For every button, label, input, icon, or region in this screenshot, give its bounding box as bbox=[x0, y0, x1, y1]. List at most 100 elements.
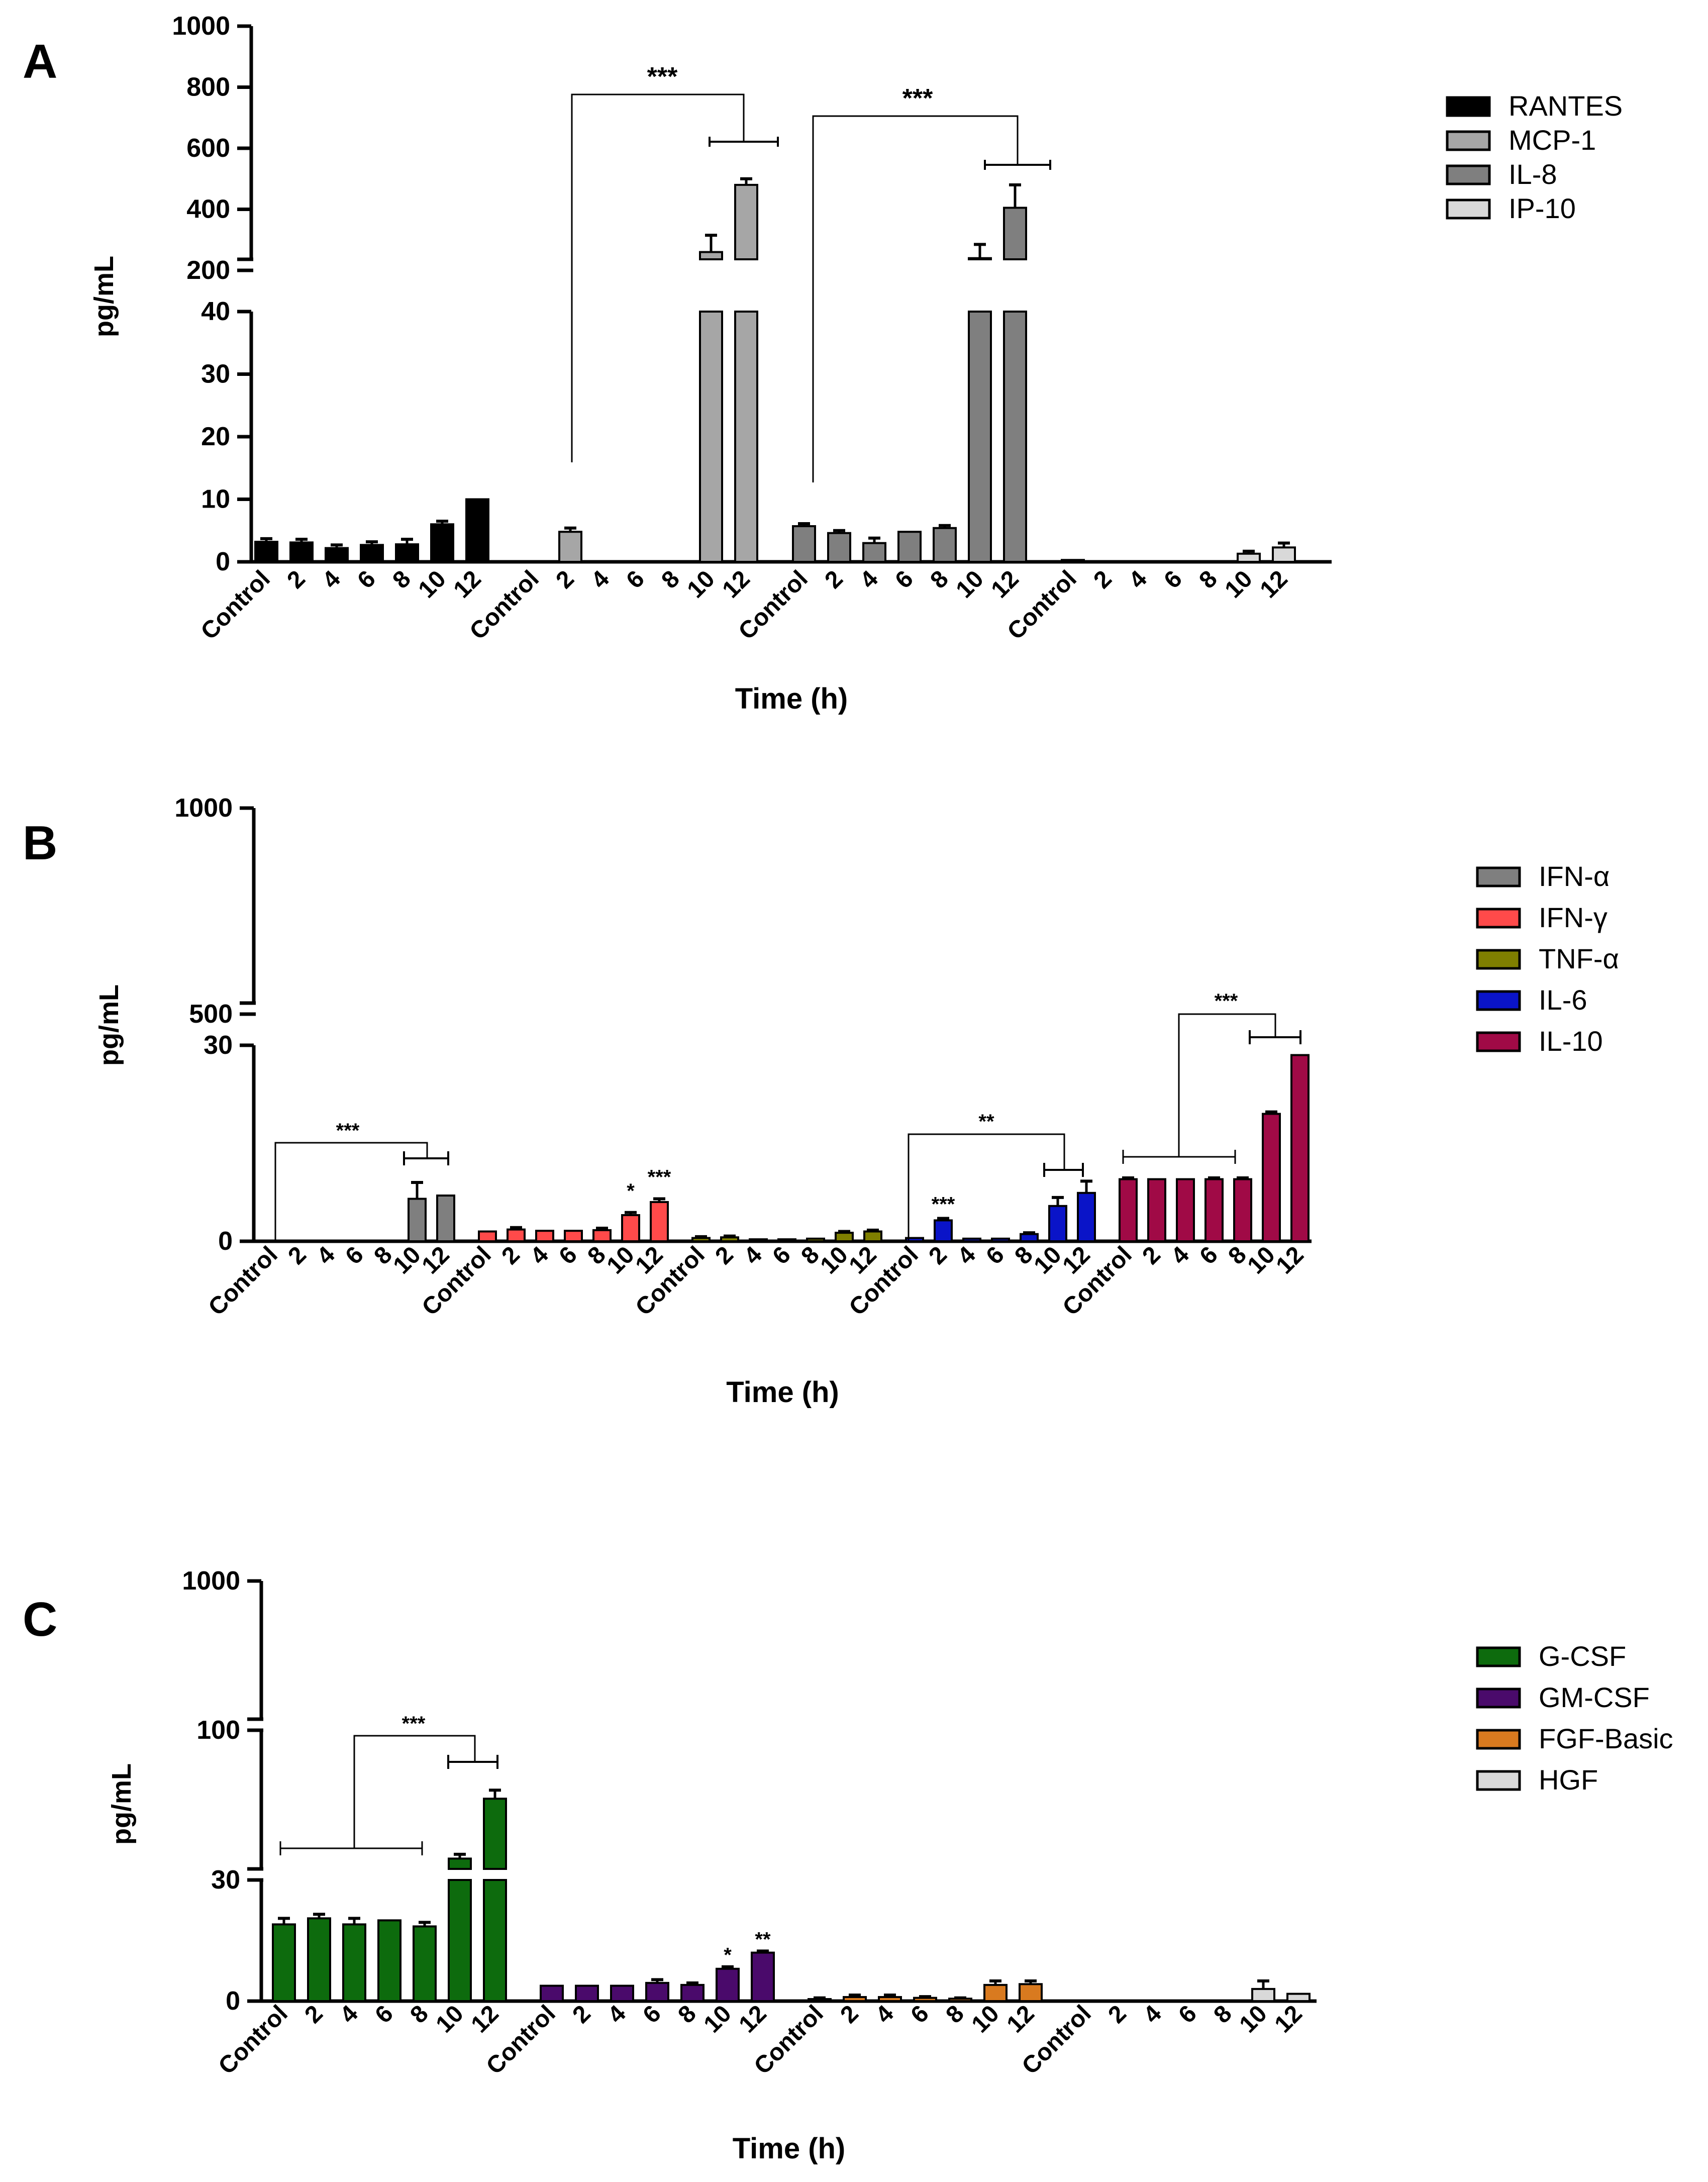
bar-ifn-control bbox=[478, 1230, 497, 1242]
bar-il-6-8 bbox=[1020, 1233, 1039, 1242]
significance-bracket bbox=[908, 1133, 1065, 1241]
x-tick-label: 4 bbox=[586, 565, 615, 594]
bar-g-csf-control bbox=[272, 1923, 296, 2003]
significance-label: *** bbox=[902, 84, 933, 113]
panel-letter: A bbox=[23, 35, 57, 88]
legend-swatch-rantes bbox=[1446, 96, 1491, 117]
bar-gm-csf-12 bbox=[751, 1951, 775, 2003]
legend-swatch-hgf bbox=[1476, 1770, 1521, 1791]
x-tick-label: 4 bbox=[312, 1241, 340, 1270]
y-tick-label: 400 bbox=[186, 195, 230, 224]
significance-label: *** bbox=[647, 62, 678, 91]
significance-label: ** bbox=[978, 1111, 994, 1133]
bar-rantes-6 bbox=[360, 544, 384, 563]
y-tick-label: 1000 bbox=[182, 1566, 240, 1596]
bar-mcp-1-12 bbox=[734, 183, 758, 260]
bar-mcp-1-2 bbox=[558, 531, 582, 563]
bar-tnf-control bbox=[691, 1237, 711, 1242]
x-tick-label: 2 bbox=[496, 1241, 525, 1269]
x-tick-label: 4 bbox=[525, 1241, 554, 1270]
bar-mcp-1-10 bbox=[699, 251, 723, 260]
bar-ifn-10 bbox=[621, 1214, 640, 1242]
bar-g-csf-10 bbox=[448, 1857, 472, 1870]
bar-g-csf-10 bbox=[448, 1879, 472, 2002]
bar-il-10-control bbox=[1119, 1178, 1138, 1242]
x-tick-label: 8 bbox=[387, 565, 416, 593]
bar-fgf-basic-control bbox=[808, 1998, 832, 2003]
bar-rantes-control bbox=[254, 541, 278, 563]
legend-label-gm-csf: GM-CSF bbox=[1539, 1681, 1650, 1713]
bar-ifn-4 bbox=[535, 1230, 554, 1242]
x-tick-label: Control bbox=[196, 565, 275, 645]
x-tick-label: 6 bbox=[981, 1241, 1009, 1269]
bar-mcp-1-12 bbox=[734, 311, 758, 563]
bar-il-6-6 bbox=[991, 1237, 1010, 1243]
x-tick-label: 12 bbox=[1270, 2000, 1308, 2038]
x-tick-label: 6 bbox=[370, 2000, 398, 2028]
x-tick-label: 6 bbox=[767, 1241, 795, 1269]
legend-swatch-fgf-basic bbox=[1476, 1729, 1521, 1750]
x-tick-label: 6 bbox=[621, 565, 649, 593]
y-tick-label: 30 bbox=[201, 360, 230, 389]
legend-label-il-10: IL-10 bbox=[1539, 1025, 1603, 1057]
bar-tnf-4 bbox=[749, 1238, 768, 1243]
x-tick-label: 4 bbox=[335, 2000, 363, 2029]
bar-g-csf-12 bbox=[483, 1879, 507, 2002]
legend-label-hgf: HGF bbox=[1539, 1764, 1598, 1796]
x-tick-label: 4 bbox=[317, 565, 346, 594]
x-tick-label: 8 bbox=[1209, 2000, 1237, 2028]
x-tick-label: 6 bbox=[906, 2000, 934, 2028]
x-tick-label: 10 bbox=[967, 2000, 1004, 2038]
x-tick-label: 8 bbox=[925, 565, 953, 593]
x-tick-label: 4 bbox=[952, 1241, 981, 1270]
x-tick-label: 6 bbox=[554, 1241, 582, 1269]
bar-hgf-12 bbox=[1286, 1993, 1311, 2003]
x-tick-label: 6 bbox=[1194, 1241, 1223, 1269]
y-tick-label: 10 bbox=[201, 485, 230, 514]
x-tick-label: 2 bbox=[1088, 565, 1117, 593]
bar-ifn-8 bbox=[592, 1229, 612, 1242]
x-tick-label: 12 bbox=[734, 2000, 772, 2038]
y-tick-label: 200 bbox=[186, 256, 230, 285]
bar-il-10-12 bbox=[1290, 1054, 1310, 1242]
x-axis-label: Time (h) bbox=[733, 2132, 846, 2165]
bar-ip-10-10 bbox=[1237, 552, 1261, 563]
y-tick-label: 30 bbox=[211, 1865, 240, 1895]
bar-gm-csf-2 bbox=[575, 1985, 599, 2003]
bar-g-csf-8 bbox=[413, 1925, 437, 2002]
legend-label-fgf-basic: FGF-Basic bbox=[1539, 1723, 1673, 1754]
legend-label-ifn: IFN-γ bbox=[1539, 902, 1607, 933]
legend-label-g-csf: G-CSF bbox=[1539, 1640, 1626, 1672]
bar-fgf-basic-10 bbox=[983, 1983, 1008, 2003]
bar-il-6-4 bbox=[962, 1237, 981, 1243]
bar-g-csf-6 bbox=[377, 1919, 401, 2002]
x-tick-label: 12 bbox=[449, 565, 486, 603]
y-tick-label: 0 bbox=[216, 547, 230, 576]
bar-gm-csf-8 bbox=[680, 1983, 705, 2003]
bar-rantes-4 bbox=[325, 547, 349, 563]
bar-il-10-8 bbox=[1233, 1178, 1252, 1242]
y-axis-label: pg/mL bbox=[94, 984, 124, 1066]
y-tick-label: 0 bbox=[226, 1987, 240, 2016]
bar-il-8-10 bbox=[968, 311, 992, 563]
legend-swatch-il-8 bbox=[1446, 164, 1491, 185]
y-tick-label: 100 bbox=[196, 1716, 240, 1745]
x-tick-label: 6 bbox=[638, 2000, 666, 2028]
bar-il-6-2 bbox=[934, 1219, 953, 1242]
legend-label-ifn: IFN-α bbox=[1539, 860, 1610, 892]
x-tick-label: 12 bbox=[1255, 565, 1293, 603]
bar-g-csf-12 bbox=[483, 1798, 507, 1870]
x-tick-label: 4 bbox=[602, 2000, 631, 2029]
significance-bracket bbox=[274, 1142, 428, 1241]
x-tick-label: 6 bbox=[340, 1241, 368, 1269]
bar-fgf-basic-2 bbox=[843, 1996, 867, 2002]
bar-rantes-10 bbox=[430, 523, 454, 563]
x-tick-label: 2 bbox=[1137, 1241, 1165, 1269]
x-tick-label: 2 bbox=[567, 2000, 595, 2028]
x-tick-label: 8 bbox=[405, 2000, 433, 2028]
x-tick-label: 8 bbox=[656, 565, 684, 593]
x-tick-label: 12 bbox=[1002, 2000, 1040, 2038]
x-tick-label: 10 bbox=[431, 2000, 469, 2038]
panel-a: A 0 10 20 30 40 200 400 600 800 1000 pg/mL Time (h) C… bbox=[23, 12, 1623, 715]
